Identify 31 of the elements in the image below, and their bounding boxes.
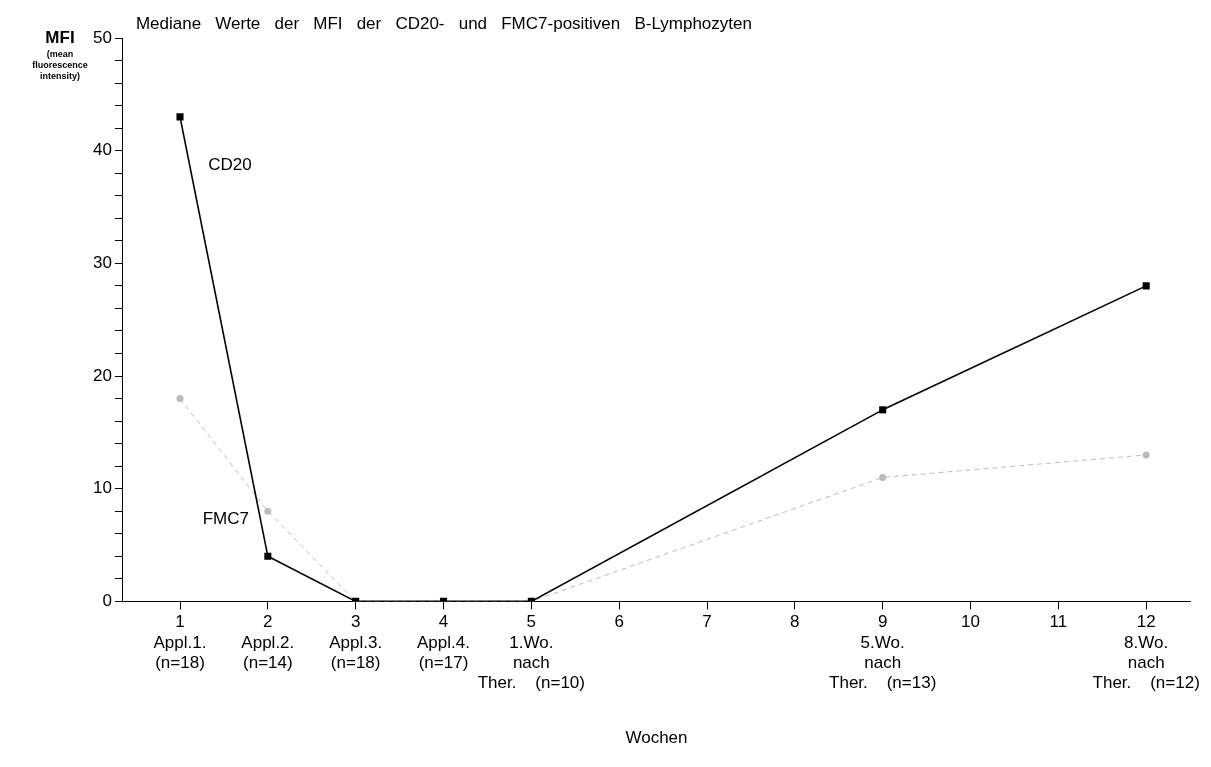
x-tick-label: 3 Appl.3. (n=18) [329, 612, 383, 673]
x-tick-label: 11 [1049, 612, 1068, 632]
x-tick-label: 12 8.Wo. nach Ther. (n=12) [1092, 612, 1200, 693]
point [879, 473, 887, 481]
y-tick-label: 0 [102, 591, 112, 611]
x-tick-label: 5 1.Wo. nach Ther. (n=10) [477, 612, 585, 693]
x-tick-label: 4 Appl.4. (n=17) [417, 612, 470, 673]
point [879, 406, 887, 414]
x-axis-title: Wochen [625, 727, 688, 747]
x-tick-label: 6 [614, 612, 624, 632]
x-tick-label: 7 [702, 612, 712, 632]
x-tick-label: 2 Appl.2. (n=14) [241, 612, 295, 673]
y-tick-label: 40 [92, 140, 112, 160]
point [1142, 451, 1150, 459]
series-label: CD20 [208, 154, 252, 174]
x-tick-label: 9 5.Wo. nach Ther. (n=13) [829, 612, 937, 693]
x-tick-label: 10 [961, 612, 980, 632]
point [176, 395, 184, 403]
x-tick-label: 1 Appl.1. (n=18) [153, 612, 207, 673]
point [1142, 282, 1150, 290]
point [264, 552, 272, 560]
y-tick-label: 20 [92, 365, 112, 385]
x-tick-label: 8 [790, 612, 800, 632]
chart-title: Mediane Werte der MFI der CD20- und FMC7-positiven B-Lymphozyten [135, 13, 752, 33]
y-axis-title: MFI (mean fluorescence intensity) [32, 27, 88, 82]
point [176, 113, 184, 121]
y-tick-label: 50 [92, 27, 112, 47]
series-label: FMC7 [202, 508, 249, 528]
point [264, 507, 272, 515]
y-tick-label: 30 [92, 253, 112, 273]
y-tick-label: 10 [92, 478, 112, 498]
